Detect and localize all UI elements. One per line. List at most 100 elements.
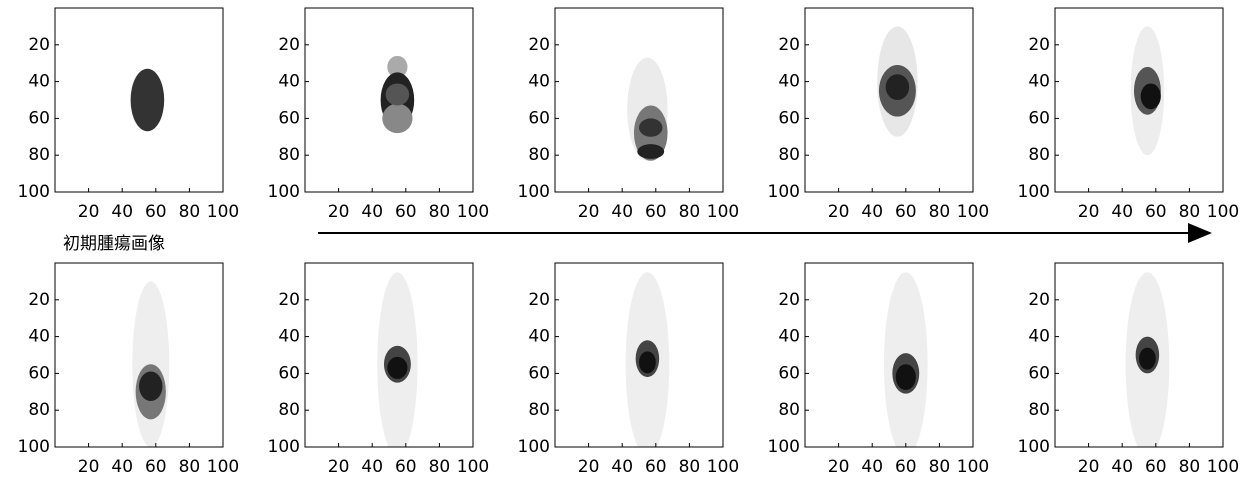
y-tick-label: 100 [768, 437, 800, 457]
x-tick-label: 60 [645, 457, 667, 477]
x-tick-label: 20 [78, 202, 100, 222]
x-tick-label: 100 [707, 457, 739, 477]
panel-image [877, 26, 918, 137]
panel-image [1130, 26, 1165, 156]
y-tick-label: 80 [28, 400, 50, 420]
x-tick-label: 100 [207, 202, 239, 222]
x-tick-label: 40 [361, 457, 383, 477]
x-tick-label: 100 [457, 457, 489, 477]
panel-frame [54, 7, 224, 193]
tumor-blob [382, 103, 413, 134]
x-tick-label: 20 [328, 457, 350, 477]
y-tick-label: 60 [778, 363, 800, 383]
panel-frame [804, 7, 974, 193]
tumor-blob [637, 144, 665, 159]
x-tick-label: 60 [895, 202, 917, 222]
x-tick-label: 100 [1207, 457, 1239, 477]
y-tick-label: 100 [518, 437, 550, 457]
panel-image [132, 281, 170, 447]
panel-frame [304, 7, 474, 193]
x-tick-label: 80 [179, 202, 201, 222]
y-tick-label: 100 [518, 182, 550, 202]
y-tick-label: 60 [278, 363, 300, 383]
x-tick-label: 20 [828, 457, 850, 477]
x-tick-label: 60 [145, 202, 167, 222]
y-tick-label: 100 [1018, 182, 1050, 202]
y-tick-label: 20 [278, 35, 300, 55]
tumor-blob [1140, 83, 1161, 110]
x-tick-label: 80 [1179, 457, 1201, 477]
x-tick-label: 60 [1145, 457, 1167, 477]
x-tick-label: 60 [1145, 202, 1167, 222]
x-tick-label: 40 [861, 457, 883, 477]
x-tick-label: 100 [957, 457, 989, 477]
y-tick-label: 60 [528, 363, 550, 383]
tumor-blob [130, 68, 165, 132]
panel-frame [54, 262, 224, 448]
panel-frame [554, 7, 724, 193]
x-tick-label: 40 [611, 202, 633, 222]
y-tick-label: 40 [778, 72, 800, 92]
panel-frame [1054, 7, 1224, 193]
x-tick-label: 60 [895, 457, 917, 477]
panel-image [130, 68, 165, 132]
y-tick-label: 60 [528, 108, 550, 128]
y-tick-label: 40 [278, 72, 300, 92]
x-tick-label: 100 [1207, 202, 1239, 222]
panel-frame [304, 262, 474, 448]
y-tick-label: 80 [1028, 400, 1050, 420]
y-tick-label: 40 [1028, 72, 1050, 92]
x-tick-label: 100 [457, 202, 489, 222]
x-tick-label: 20 [78, 457, 100, 477]
y-tick-label: 20 [778, 35, 800, 55]
y-tick-label: 20 [778, 290, 800, 310]
y-tick-label: 80 [278, 400, 300, 420]
y-tick-label: 100 [268, 437, 300, 457]
tumor-blob [139, 371, 163, 401]
x-tick-label: 40 [861, 202, 883, 222]
y-tick-label: 80 [28, 145, 50, 165]
y-tick-label: 80 [528, 145, 550, 165]
x-tick-label: 40 [111, 457, 133, 477]
x-tick-label: 80 [429, 457, 451, 477]
tumor-blob [385, 83, 410, 106]
x-tick-label: 60 [395, 202, 417, 222]
panel-image [627, 57, 668, 161]
y-tick-label: 80 [278, 145, 300, 165]
y-tick-label: 60 [1028, 363, 1050, 383]
y-tick-label: 80 [1028, 145, 1050, 165]
y-tick-label: 100 [18, 437, 50, 457]
x-tick-label: 40 [1111, 202, 1133, 222]
x-tick-label: 80 [679, 457, 701, 477]
x-tick-label: 80 [929, 202, 951, 222]
x-tick-label: 60 [395, 457, 417, 477]
x-tick-label: 80 [929, 457, 951, 477]
x-tick-label: 20 [578, 457, 600, 477]
y-tick-label: 40 [778, 327, 800, 347]
y-tick-label: 20 [28, 35, 50, 55]
y-tick-label: 80 [778, 400, 800, 420]
x-tick-label: 20 [1078, 457, 1100, 477]
y-tick-label: 40 [528, 72, 550, 92]
y-tick-label: 100 [268, 182, 300, 202]
x-tick-label: 60 [645, 202, 667, 222]
tumor-blob [1139, 347, 1156, 370]
x-tick-label: 20 [1078, 202, 1100, 222]
x-tick-label: 40 [111, 202, 133, 222]
y-tick-label: 100 [18, 182, 50, 202]
panel-image [1125, 272, 1170, 447]
y-tick-label: 40 [1028, 327, 1050, 347]
y-tick-label: 20 [528, 35, 550, 55]
panel-image [625, 272, 670, 447]
y-tick-label: 40 [28, 72, 50, 92]
y-tick-label: 60 [278, 108, 300, 128]
x-tick-label: 20 [328, 202, 350, 222]
y-tick-label: 60 [28, 363, 50, 383]
x-tick-label: 80 [179, 457, 201, 477]
panel-image [377, 272, 418, 447]
x-tick-label: 100 [707, 202, 739, 222]
x-tick-label: 20 [578, 202, 600, 222]
panel-frame [804, 262, 974, 448]
tumor-blob [387, 55, 408, 78]
